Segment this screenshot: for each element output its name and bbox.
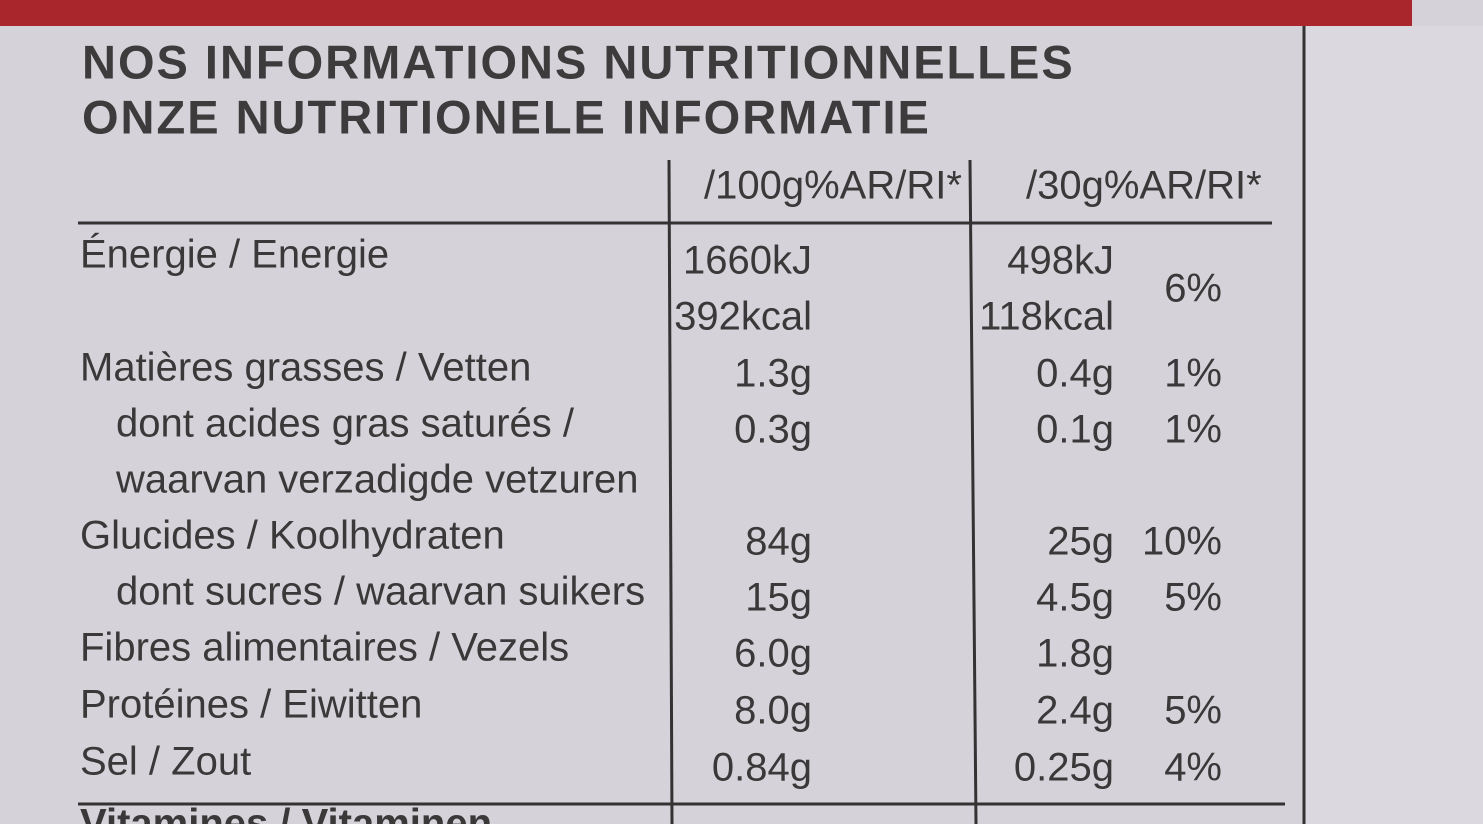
per-30g-value: 25g (1047, 520, 1114, 564)
side-panel (1304, 26, 1483, 824)
ri-percent: 6% (1164, 267, 1222, 311)
title-fr: NOS INFORMATIONS NUTRITIONNELLES (82, 35, 1075, 88)
column-rule (667, 159, 674, 824)
ri-percent: 1% (1164, 408, 1222, 452)
row-label: dont acides gras saturés / (116, 402, 575, 446)
ri-percent: 10% (1142, 520, 1222, 564)
row-label: Sel / Zout (80, 740, 251, 784)
per-100g-value: 6.0g (734, 632, 812, 676)
per-30g-value: 0.1g (1036, 408, 1114, 452)
column-header: /30g%AR/RI* (1026, 164, 1262, 208)
per-30g-value: 498kJ (1007, 239, 1114, 283)
per-100g-value: 84g (745, 520, 812, 564)
ri-percent: 1% (1164, 352, 1222, 396)
row-label: Matières grasses / Vetten (80, 346, 531, 390)
ri-percent: 5% (1164, 576, 1222, 620)
footer-row-label: Vitamines / Vitaminen (80, 802, 492, 824)
per-100g-value: 0.3g (734, 408, 812, 452)
per-30g-value: 4.5g (1036, 576, 1114, 620)
column-header: /100g%AR/RI* (704, 164, 962, 208)
red-band (0, 0, 1412, 26)
per-30g-value: 0.25g (1014, 746, 1114, 790)
per-100g-value: 392kcal (674, 295, 812, 339)
per-100g-value: 15g (745, 576, 812, 620)
row-label: waarvan verzadigde vetzuren (115, 458, 639, 502)
per-30g-value: 0.4g (1036, 352, 1114, 396)
row-label: dont sucres / waarvan suikers (116, 570, 645, 614)
row-label: Énergie / Energie (80, 232, 389, 277)
per-30g-value: 1.8g (1036, 632, 1114, 676)
ri-percent: 4% (1164, 746, 1222, 790)
row-label: Fibres alimentaires / Vezels (80, 626, 569, 670)
per-100g-value: 8.0g (734, 689, 812, 733)
per-30g-value: 118kcal (979, 295, 1114, 339)
ri-percent: 5% (1164, 689, 1222, 733)
row-label: Protéines / Eiwitten (80, 683, 422, 727)
table-body: Énergie / Energie 1660kJ 392kcal 498kJ 118kc… (80, 232, 1222, 790)
per-100g-value: 1.3g (734, 352, 812, 396)
per-30g-value: 2.4g (1036, 689, 1114, 733)
per-100g-value: 0.84g (712, 746, 812, 790)
title-nl: ONZE NUTRITIONELE INFORMATIE (82, 90, 931, 143)
column-rule (968, 159, 978, 824)
per-100g-value: 1660kJ (683, 239, 812, 283)
row-label: Glucides / Koolhydraten (80, 514, 505, 558)
